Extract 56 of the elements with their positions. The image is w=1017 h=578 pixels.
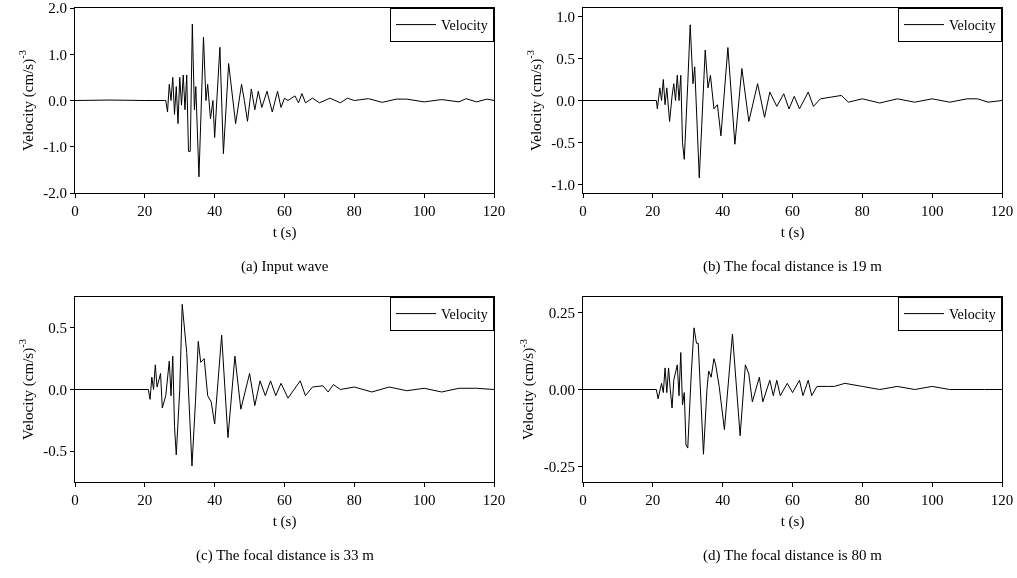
x-tick-label: 100 [412, 203, 436, 219]
y-tick-label: -1.0 [551, 176, 575, 193]
text: (c) The focal distance is 33 m [196, 547, 375, 564]
y-tick-label: 1.0 [48, 46, 67, 63]
x-tick-label: 80 [346, 203, 362, 219]
y-tick-label: 0.0 [48, 381, 67, 398]
y-tick-label: 0.25 [548, 304, 575, 321]
y-tick-label: 0.0 [48, 92, 67, 109]
x-tick-label: 40 [207, 203, 223, 219]
x-tick-label: 100 [920, 203, 944, 219]
text: (a) Input wave [241, 258, 329, 275]
text: (b) The focal distance is 19 m [703, 258, 883, 275]
y-tick-label: 1.0 [556, 8, 575, 25]
y-tick-label: 0.0 [556, 92, 575, 109]
y-tick-label: -0.5 [43, 443, 67, 460]
x-tick-label: 0 [71, 203, 79, 219]
x-axis-title: t (s) [780, 513, 805, 530]
x-tick-label: 20 [137, 203, 153, 219]
y-tick-label: 2.0 [48, 0, 67, 17]
y-tick-label: 0.5 [556, 50, 575, 67]
x-tick-label: 60 [277, 492, 292, 508]
x-tick-label: 120 [482, 203, 506, 219]
x-tick-label: 0 [71, 492, 79, 508]
legend-label: Velocity [949, 18, 996, 34]
x-tick-label: 40 [715, 492, 731, 508]
y-tick-label: 0.00 [548, 381, 575, 398]
legend-label: Velocity [949, 307, 996, 323]
x-tick-label: 60 [785, 203, 800, 219]
y-tick-label: 0.5 [48, 320, 67, 337]
text: (d) The focal distance is 80 m [703, 547, 883, 564]
x-tick-label: 60 [277, 203, 292, 219]
x-tick-label: 80 [346, 492, 362, 508]
x-tick-label: 40 [207, 492, 223, 508]
x-tick-label: 100 [412, 492, 436, 508]
y-tick-label: -2.0 [43, 185, 67, 202]
x-tick-label: 0 [579, 492, 587, 508]
x-tick-label: 100 [920, 492, 944, 508]
x-tick-label: 120 [990, 492, 1014, 508]
legend-label: Velocity [441, 18, 488, 34]
x-tick-label: 60 [785, 492, 800, 508]
x-tick-label: 120 [990, 203, 1014, 219]
x-tick-label: 0 [579, 203, 587, 219]
x-axis-title: t (s) [272, 513, 297, 530]
x-axis-title: t (s) [780, 224, 805, 241]
x-axis-title: t (s) [272, 224, 297, 241]
y-tick-label: -1.0 [43, 139, 67, 155]
x-tick-label: 20 [645, 492, 661, 508]
x-tick-label: 80 [854, 203, 870, 219]
x-tick-label: 120 [482, 492, 506, 508]
x-tick-label: 20 [645, 203, 661, 219]
x-tick-label: 40 [715, 203, 731, 219]
x-tick-label: 80 [854, 492, 870, 508]
legend-label: Velocity [441, 307, 488, 323]
y-tick-label: -0.25 [543, 458, 575, 475]
x-tick-label: 20 [137, 492, 153, 508]
y-tick-label: -0.5 [551, 134, 575, 151]
